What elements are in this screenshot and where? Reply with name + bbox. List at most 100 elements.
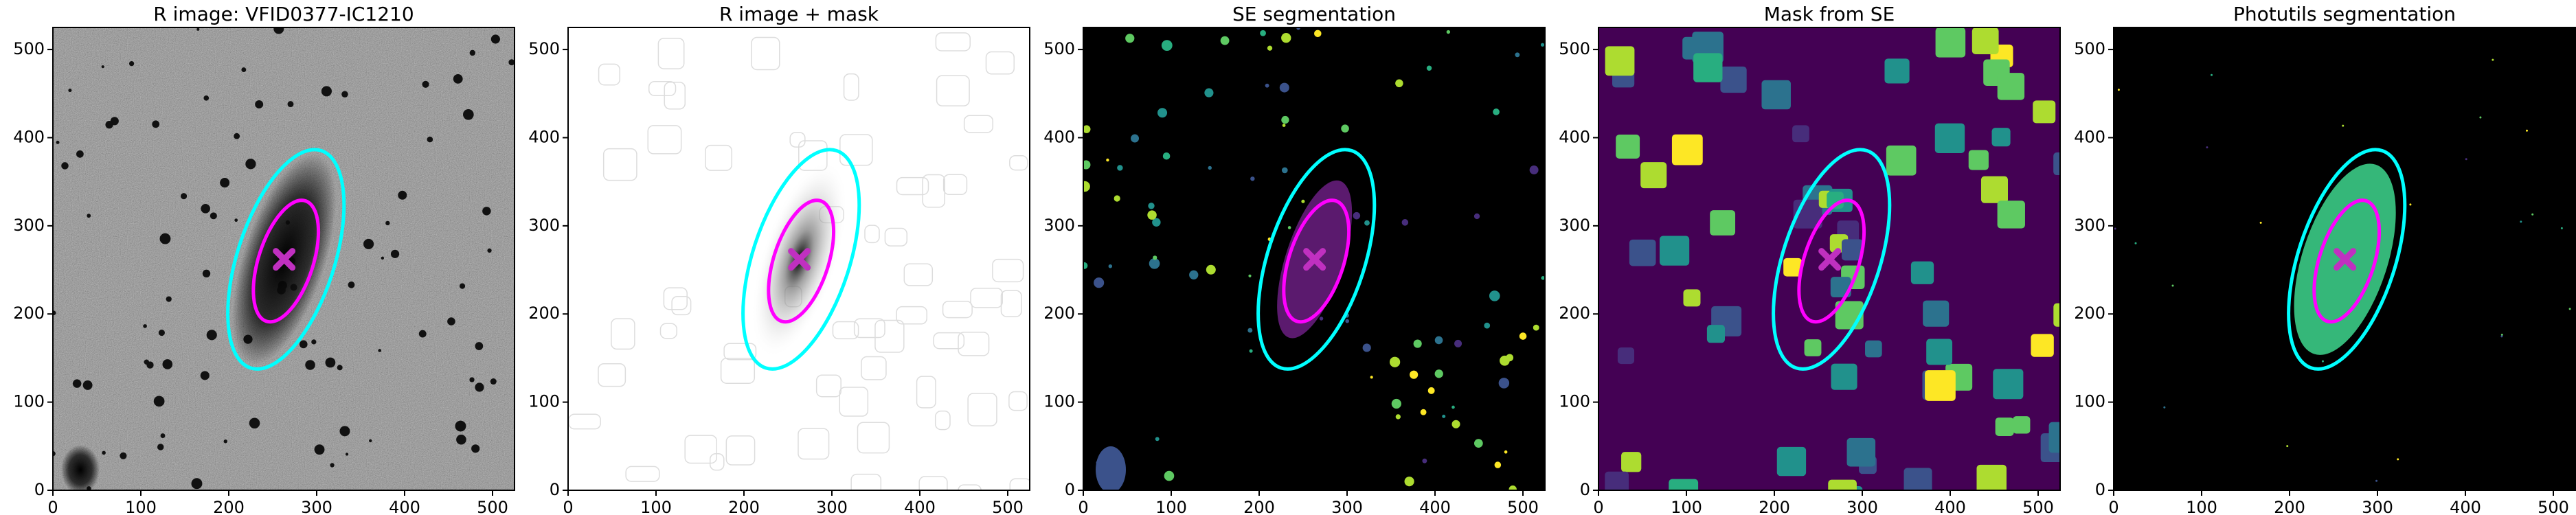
axes-frame: [2113, 27, 2576, 491]
mask-patch: [598, 63, 620, 86]
segment: [1147, 210, 1157, 220]
mask-patch: [864, 225, 880, 244]
mask-patch: [815, 374, 841, 398]
source: [158, 329, 165, 336]
segment: [1529, 165, 1539, 174]
y-tick-label: 300: [2074, 216, 2105, 235]
source: [305, 360, 315, 370]
mask-patch: [2033, 100, 2056, 124]
segment: [1484, 322, 1491, 329]
source: [153, 396, 165, 407]
y-tick-label: 300: [528, 216, 560, 235]
x-tick-label: 0: [1078, 498, 1088, 515]
source: [53, 310, 56, 316]
center-marker: [273, 248, 296, 271]
mask-patch: [1669, 479, 1699, 490]
center-marker: [788, 248, 811, 271]
image-area: [53, 27, 515, 490]
panel: Mask from SE 0 100 200 300 400 500 0 100 200 300 40…: [1559, 3, 2061, 515]
segment: [2568, 308, 2571, 310]
mask-patch: [963, 115, 994, 133]
segment: [1164, 470, 1175, 481]
mask-patch: [1671, 134, 1703, 165]
x-tick-label: 100: [640, 498, 672, 515]
source: [201, 204, 210, 214]
y-tick-label: 0: [550, 480, 560, 499]
x-tick-label: 100: [1671, 498, 1702, 515]
x-tick-label: 300: [816, 498, 848, 515]
segment: [1473, 213, 1480, 220]
segment: [2206, 146, 2208, 149]
source: [330, 463, 335, 468]
segment: [1489, 290, 1500, 301]
source: [325, 357, 336, 368]
source: [422, 80, 429, 88]
segment: [1162, 152, 1171, 160]
segment: [2286, 445, 2289, 448]
segment: [1149, 258, 1160, 269]
panel: R image + mask 0 100 200 300 400 500 0 100 200 300…: [528, 3, 1030, 515]
mask-patch: [598, 363, 626, 387]
segment: [1161, 40, 1173, 52]
source: [482, 207, 491, 216]
mask-patch: [1865, 340, 1882, 358]
source: [203, 95, 210, 101]
x-tick-label: 400: [1934, 498, 1966, 515]
segment: [1540, 43, 1545, 47]
segment: [1106, 158, 1109, 162]
source: [181, 193, 188, 200]
center-marker: [1303, 248, 1326, 271]
x-tick-label: 400: [389, 498, 420, 515]
segment: [1125, 34, 1135, 43]
mask-patch: [970, 287, 1003, 308]
segment: [2163, 406, 2166, 409]
mask-patch: [861, 356, 887, 380]
y-tick-label: 400: [13, 127, 45, 146]
mask-patch: [942, 174, 968, 196]
y-tick-label: 200: [1043, 304, 1075, 323]
mask-patch: [853, 318, 885, 339]
x-tick-label: 200: [1759, 498, 1790, 515]
segment: [2342, 124, 2345, 127]
segment: [1420, 409, 1427, 415]
axes-frame: [52, 27, 515, 491]
source: [162, 359, 173, 369]
segment: [1250, 176, 1255, 181]
segment: [1498, 378, 1510, 389]
aperture-ellipse: [2312, 198, 2382, 324]
mask-patch: [723, 343, 757, 360]
segment: [2397, 458, 2399, 461]
x-tick-label: 300: [1331, 498, 1363, 515]
source: [166, 296, 172, 302]
source: [345, 453, 349, 456]
mask-patch: [850, 473, 882, 490]
mask-patch: [2053, 303, 2060, 327]
axes-frame: [1598, 27, 2061, 491]
mask-patch: [1995, 417, 2014, 437]
source: [390, 249, 400, 258]
segment: [1509, 485, 1517, 490]
mask-patch: [936, 75, 970, 106]
x-tick-label: 0: [1593, 498, 1603, 515]
segment: [2134, 242, 2137, 244]
segment: [1260, 30, 1266, 36]
source: [87, 214, 91, 218]
mask-patch: [1000, 290, 1022, 317]
segment: [1083, 160, 1091, 170]
segment: [1395, 414, 1401, 420]
y-tick-label: 100: [13, 392, 45, 411]
segment: [1267, 45, 1273, 51]
source: [321, 86, 332, 97]
source: [369, 439, 372, 443]
segment: [1208, 165, 1212, 170]
y-tick-label: 300: [1559, 216, 1590, 235]
segment: [1114, 195, 1120, 202]
image-area: [1083, 27, 1545, 490]
segment: [1353, 211, 1361, 220]
source: [202, 269, 211, 278]
x-tick-label: 500: [1507, 498, 1539, 515]
segment: [2321, 360, 2324, 363]
segment: [1248, 274, 1252, 277]
panel: R image: VFID0377-IC1210 0 100 200 300 400 500…: [13, 3, 515, 515]
